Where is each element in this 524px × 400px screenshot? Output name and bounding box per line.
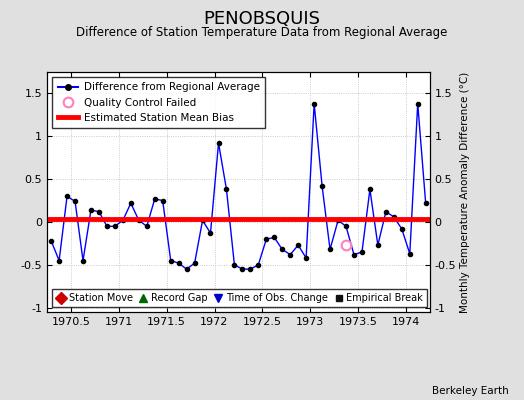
Text: PENOBSQUIS: PENOBSQUIS (203, 10, 321, 28)
Y-axis label: Monthly Temperature Anomaly Difference (°C): Monthly Temperature Anomaly Difference (… (460, 71, 471, 313)
Legend: Station Move, Record Gap, Time of Obs. Change, Empirical Break: Station Move, Record Gap, Time of Obs. C… (52, 289, 427, 307)
Text: Difference of Station Temperature Data from Regional Average: Difference of Station Temperature Data f… (77, 26, 447, 39)
Text: Berkeley Earth: Berkeley Earth (432, 386, 508, 396)
